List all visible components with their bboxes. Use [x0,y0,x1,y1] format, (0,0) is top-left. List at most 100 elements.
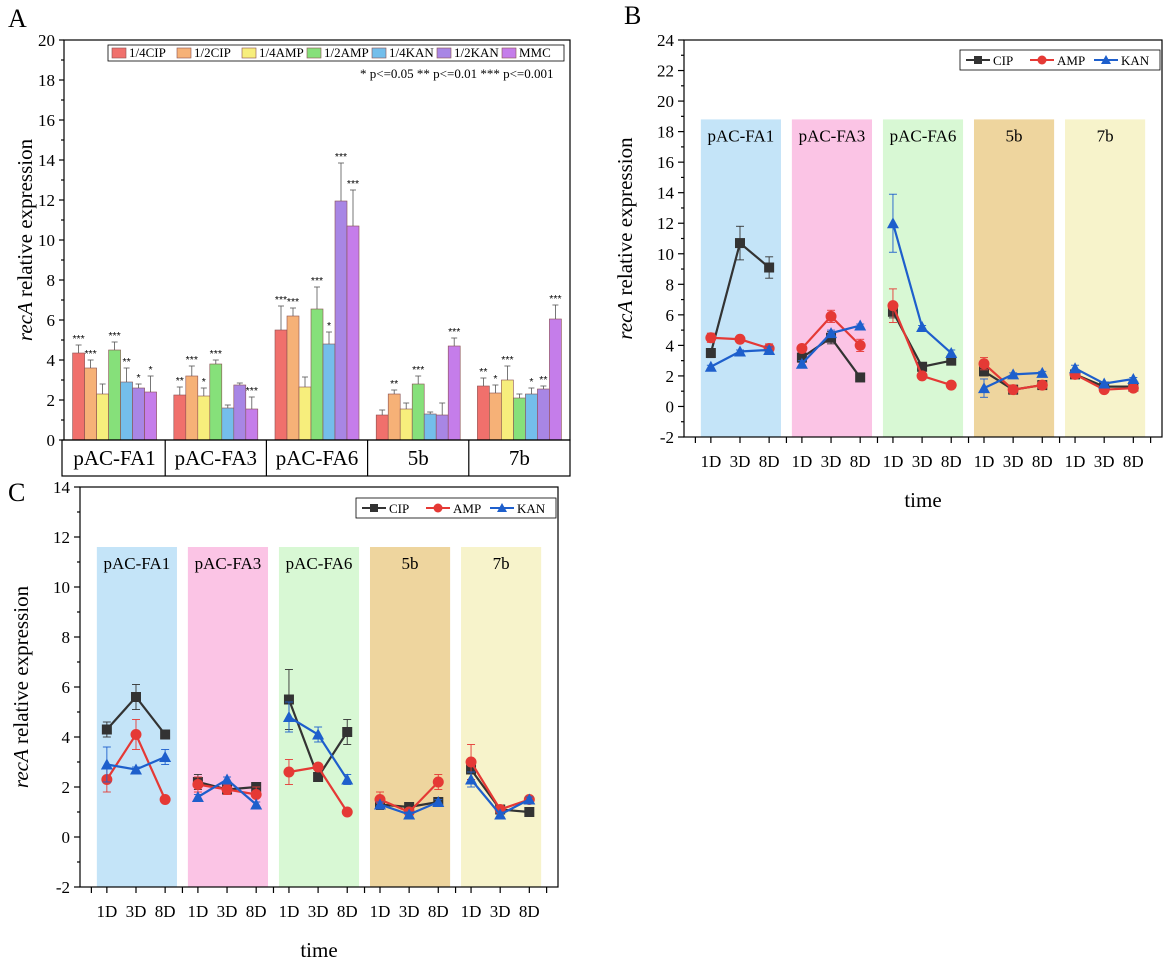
y-tick-label: 20 [38,31,55,50]
significance-label: * [529,376,533,388]
x-tick-label: 1D [700,452,721,471]
data-point [979,366,990,377]
y-tick-label: 18 [657,123,674,142]
group-label: pAC-FA6 [890,126,957,145]
data-point [283,766,295,778]
significance-label: ** [539,374,547,386]
bar [108,349,121,441]
data-point [1036,379,1048,391]
legend-label: CIP [389,501,409,516]
group-label: pAC-FA1 [708,126,775,145]
bar [375,414,389,441]
data-point [704,360,717,372]
category-box [61,439,571,477]
bar [322,343,336,441]
data-point [978,358,990,370]
y-tick-label: 14 [53,478,71,497]
x-tick-label: 8D [337,902,358,921]
bar [298,386,312,441]
data-point [945,379,957,391]
legend-marker [497,503,507,512]
data-point [403,808,416,820]
x-tick-label: 1D [279,902,300,921]
bar [423,413,437,441]
significance-label: ** [123,356,131,368]
y-tick-label: 12 [53,528,70,547]
group-label: 7b [1097,126,1114,145]
data-point [854,319,867,331]
x-tick-label: 3D [308,902,329,921]
legend-label: 1/4CIP [129,45,166,60]
x-axis-label: time [300,938,337,960]
y-tick-label: 6 [62,678,71,697]
data-point [250,798,263,810]
data-point [313,772,324,782]
significance-label: *** [412,364,424,376]
data-point [101,724,112,735]
y-axis-label: recA relative expression [613,137,637,340]
x-tick-label: 3D [821,452,842,471]
data-point [887,300,899,312]
y-tick-label: 18 [38,71,55,90]
bar [411,383,425,441]
data-point [764,262,775,273]
bar [501,379,514,441]
bar [144,391,157,441]
legend-box [959,49,1161,71]
bar [96,393,109,441]
legend-label: CIP [993,53,1013,68]
data-point [733,345,746,357]
significance-label: *** [275,294,287,306]
legend-swatch [241,47,257,59]
panel-label-a: A [8,4,27,33]
data-point [916,370,928,382]
x-tick-label: 8D [519,902,540,921]
chart-panel-a: **************************** ************… [13,31,571,477]
bar [286,315,300,441]
y-tick-label: 8 [666,275,675,294]
significance-label: * [493,373,497,385]
category-label: pAC-FA1 [73,446,155,470]
y-tick-label: 8 [62,628,71,647]
data-point [130,692,141,702]
category-label: pAC-FA6 [276,446,358,470]
data-point [854,339,866,351]
data-point [796,342,808,354]
significance-label: * [202,376,206,388]
data-point [855,372,866,383]
bar [435,414,449,441]
group-label: 7b [493,554,510,573]
y-tick-label: 20 [657,92,674,111]
data-point [734,333,746,345]
data-point [978,382,991,394]
legend-label: 1/2KAN [454,45,499,60]
significance-label: * [327,320,331,332]
x-tick-label: 8D [1032,452,1053,471]
data-point [191,791,204,802]
legend-label: KAN [1121,53,1150,68]
y-tick-label: 0 [47,431,56,450]
data-point [159,794,171,805]
significance-label: *** [186,354,198,366]
data-point [795,357,808,369]
group-label: pAC-FA1 [104,554,171,573]
data-point [886,217,899,229]
group-band [461,547,542,887]
significance-label: ** [479,366,487,378]
y-tick-label: 14 [38,151,56,170]
group-label: 5b [1006,126,1023,145]
x-tick-label: 3D [399,902,420,921]
x-tick-label: 8D [941,452,962,471]
x-tick-label: 8D [759,452,780,471]
significance-label: *** [549,293,561,305]
data-point [129,763,142,775]
legend-swatch [371,47,387,59]
bar [72,352,85,441]
data-point [917,361,928,372]
bar [477,385,490,441]
y-tick-label: 16 [657,153,674,172]
legend-label: AMP [1057,53,1085,68]
data-point [494,808,507,820]
legend-swatch [501,47,517,59]
